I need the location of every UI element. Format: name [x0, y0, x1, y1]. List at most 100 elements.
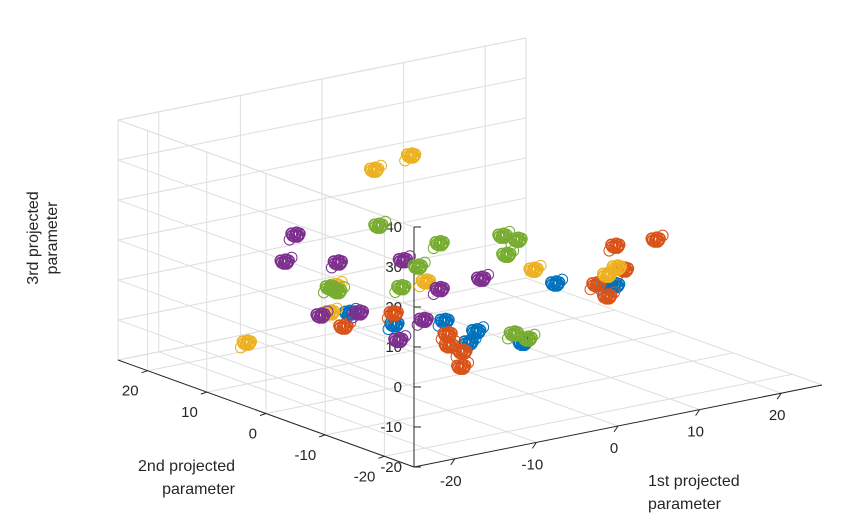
grid-line-left-z: [117, 239, 415, 348]
y-tick-label: 10: [181, 404, 198, 421]
point-marker: [513, 235, 526, 248]
point-marker-loose: [503, 225, 516, 238]
grid-line-left-z: [117, 279, 415, 388]
point-marker-loose: [325, 261, 338, 274]
point-marker: [614, 260, 627, 273]
data-point: [603, 237, 626, 257]
point-marker: [391, 306, 404, 319]
point-marker: [613, 238, 626, 251]
y-tick-mark: [259, 413, 267, 416]
x-tick-label: 0: [610, 440, 618, 457]
point-marker-loose: [375, 159, 387, 172]
grid-line-left-z: [117, 159, 415, 268]
data-point: [496, 244, 520, 263]
point-marker-loose: [584, 283, 597, 296]
point-marker: [333, 258, 346, 271]
axis-labels: 3rd projected parameter 2nd projected pa…: [25, 191, 740, 513]
point-marker: [391, 280, 404, 293]
point-marker: [437, 281, 450, 295]
point-marker-loose: [418, 256, 431, 269]
y-tick-mark: [200, 391, 207, 395]
point-marker: [419, 315, 432, 328]
point-marker: [478, 271, 492, 284]
point-marker: [408, 148, 422, 161]
x-tick-label: 10: [687, 424, 704, 441]
z-tick-label: -10: [380, 419, 402, 436]
point-marker-loose: [283, 233, 296, 246]
x-tick-mark: [776, 392, 782, 400]
point-marker: [335, 255, 348, 268]
data-point: [274, 251, 298, 270]
point-marker-loose: [347, 311, 359, 324]
point-marker: [523, 262, 536, 275]
point-marker: [451, 359, 464, 372]
point-marker: [466, 335, 479, 348]
data-point: [505, 231, 528, 251]
point-marker: [434, 313, 447, 326]
point-marker: [503, 326, 517, 339]
box-edge: [117, 37, 527, 121]
x-tick-label: -10: [522, 456, 544, 473]
point-marker-loose: [656, 229, 669, 242]
data-point: [645, 229, 669, 248]
point-marker-loose: [399, 330, 412, 342]
box-edge: [117, 119, 415, 228]
point-marker: [327, 284, 340, 297]
point-marker: [400, 253, 414, 266]
point-marker-loose: [413, 280, 426, 293]
data-point: [492, 225, 516, 244]
point-marker: [236, 335, 250, 348]
point-marker: [492, 228, 505, 241]
point-marker: [544, 276, 558, 289]
grid-line-floor-y: [325, 352, 734, 436]
point-marker: [604, 289, 618, 302]
z-tick-label: -20: [380, 459, 402, 476]
point-marker: [507, 232, 520, 245]
point-marker-loose: [528, 328, 541, 341]
point-marker: [291, 230, 304, 243]
point-marker-loose: [608, 286, 621, 299]
point-marker-loose: [321, 305, 334, 318]
point-marker: [605, 238, 618, 251]
xlabel-line-1: 1st projected: [648, 473, 740, 490]
point-marker: [515, 232, 528, 245]
x-tick-mark: [695, 409, 701, 416]
point-marker-loose: [603, 244, 616, 257]
point-marker: [460, 344, 473, 357]
data-point: [283, 226, 306, 246]
data-point: [389, 279, 412, 299]
data-point: [523, 259, 547, 278]
data-point: [427, 280, 450, 301]
point-marker: [452, 344, 465, 357]
point-marker: [274, 254, 287, 267]
y-tick-label: -20: [354, 468, 376, 485]
data-point: [438, 335, 462, 354]
data-point: [407, 256, 431, 275]
point-marker: [397, 283, 410, 296]
point-marker-loose: [399, 154, 411, 167]
point-marker: [496, 247, 509, 261]
point-marker-loose: [338, 281, 351, 294]
point-marker-loose: [427, 288, 440, 301]
y-tick-label: -10: [295, 447, 317, 464]
point-marker: [341, 319, 354, 332]
point-marker-loose: [507, 244, 520, 257]
point-marker: [504, 247, 517, 261]
data-point: [325, 254, 348, 274]
point-marker-loose: [427, 242, 440, 255]
point-marker: [653, 232, 666, 245]
grid-lines: [117, 37, 823, 468]
point-marker: [415, 274, 428, 287]
x-tick-mark: [531, 442, 537, 449]
point-marker-loose: [556, 273, 569, 286]
point-marker: [319, 280, 332, 293]
point-marker: [612, 263, 625, 276]
y-tick-mark: [319, 434, 326, 438]
point-marker-loose: [285, 251, 298, 264]
point-marker: [525, 331, 538, 344]
point-marker: [335, 284, 348, 297]
point-marker: [517, 331, 530, 344]
point-marker-loose: [469, 332, 482, 345]
data-point: [234, 334, 258, 354]
